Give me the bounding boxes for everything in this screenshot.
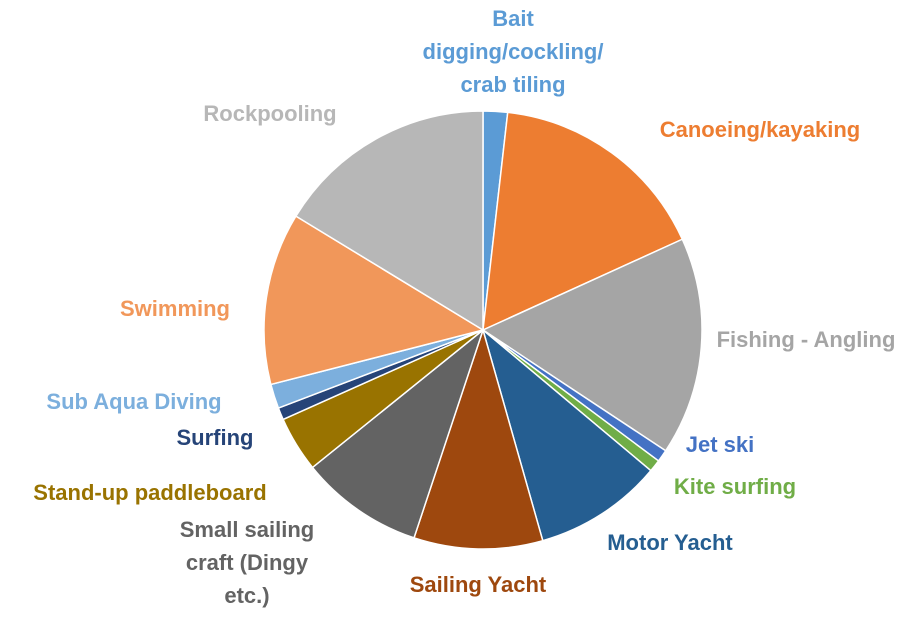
pie-slice <box>311 329 484 539</box>
slice-label: Surfing <box>177 425 254 450</box>
slice-label-line: Swimming <box>120 296 230 321</box>
pie-labels: Bait digging/cockling/crab tiling Canoeing… <box>33 6 895 608</box>
slice-label: Swimming <box>120 296 230 321</box>
slice-label: Fishing - Angling <box>717 327 896 352</box>
pie-slice <box>482 329 652 542</box>
slice-label: Sailing Yacht <box>410 572 547 597</box>
pie-slices <box>263 110 703 550</box>
pie-slice <box>482 111 684 331</box>
slice-label: Stand-up paddleboard <box>33 480 266 505</box>
slice-label-line: Fishing - Angling <box>717 327 896 352</box>
slice-label: Sub Aqua Diving <box>46 389 221 414</box>
pie-slice <box>413 329 544 550</box>
slice-label-line: Motor Yacht <box>607 530 733 555</box>
slice-label: Canoeing/kayaking <box>660 117 861 142</box>
slice-label-line: Rockpooling <box>203 101 336 126</box>
slice-label-line: craft (Dingy <box>186 550 309 575</box>
slice-label-line: Canoeing/kayaking <box>660 117 861 142</box>
slice-label-line: Jet ski <box>686 432 755 457</box>
slice-label-line: digging/cockling/ <box>423 39 604 64</box>
slice-label-line: Small sailing <box>180 517 315 542</box>
slice-label-line: Kite surfing <box>674 474 796 499</box>
pie-slice <box>263 215 484 386</box>
slice-label: Motor Yacht <box>607 530 733 555</box>
slice-label-line: Bait <box>492 6 534 31</box>
pie-slice <box>295 110 484 331</box>
slice-label: Small sailing craft (Dingy etc.) <box>180 517 315 608</box>
slice-label: Kite surfing <box>674 474 796 499</box>
slice-label-line: Stand-up paddleboard <box>33 480 266 505</box>
slice-label: Bait digging/cockling/crab tiling <box>423 6 604 97</box>
slice-label-line: Sailing Yacht <box>410 572 547 597</box>
slice-label: Rockpooling <box>203 101 336 126</box>
slice-label-line: Surfing <box>177 425 254 450</box>
slice-label-line: Sub Aqua Diving <box>46 389 221 414</box>
pie-slice <box>482 238 703 452</box>
slice-label-line: crab tiling <box>460 72 565 97</box>
slice-label: Jet ski <box>686 432 755 457</box>
slice-label-line: etc.) <box>224 583 269 608</box>
